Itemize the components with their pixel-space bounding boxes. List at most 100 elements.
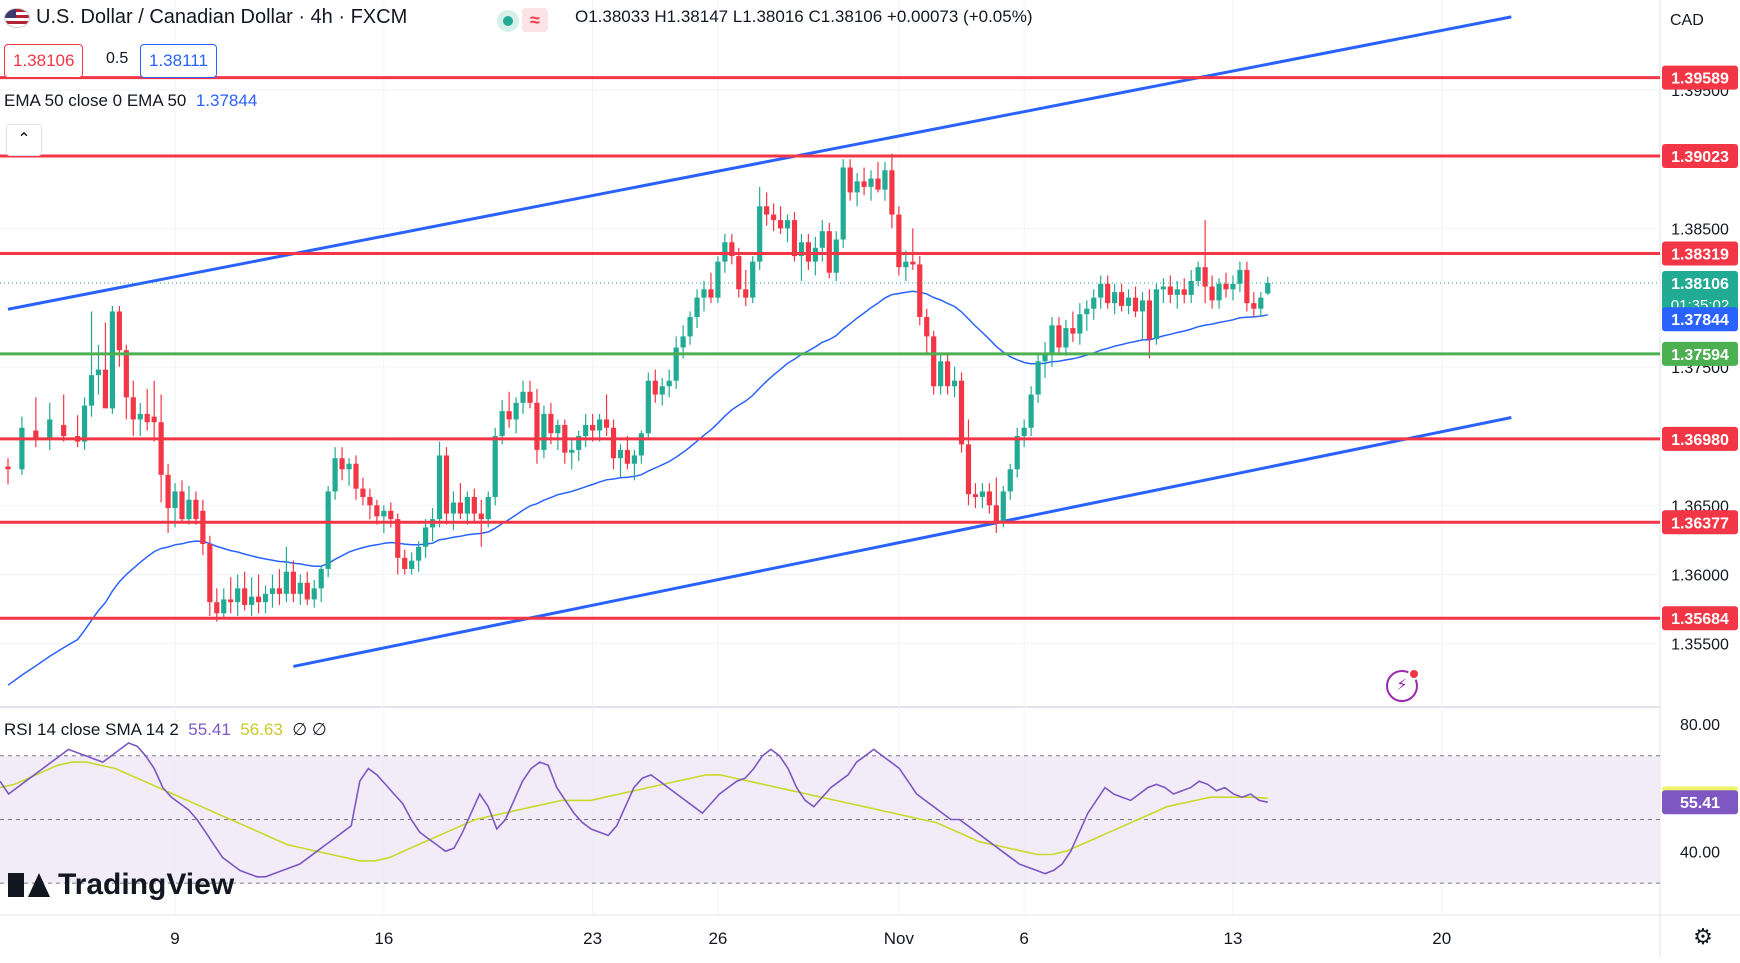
candle-body bbox=[207, 544, 213, 603]
candle-body bbox=[576, 436, 582, 450]
candle-body bbox=[617, 449, 624, 459]
candle-body bbox=[583, 424, 589, 437]
candle-body bbox=[972, 494, 979, 497]
candle-body bbox=[1223, 283, 1229, 290]
currency-selector[interactable]: CAD bbox=[1670, 12, 1704, 29]
candle-body bbox=[423, 527, 429, 547]
ema-legend[interactable]: EMA 50 close 0 EMA 50 1.37844 bbox=[4, 91, 257, 111]
candle-body bbox=[910, 261, 916, 265]
candle-body bbox=[541, 413, 547, 450]
candle-body bbox=[1035, 361, 1041, 395]
candle-body bbox=[1063, 328, 1069, 348]
candle-body bbox=[172, 491, 178, 509]
candle-body bbox=[931, 336, 937, 387]
candle-body bbox=[47, 419, 53, 439]
candle-body bbox=[193, 499, 199, 520]
candle-body bbox=[1000, 491, 1006, 522]
candle-body bbox=[1188, 281, 1194, 295]
market-open-icon[interactable] bbox=[497, 10, 519, 32]
candle-body bbox=[235, 588, 241, 603]
candle-body bbox=[896, 214, 902, 268]
rsi-axis-tick-label: 80.00 bbox=[1680, 717, 1720, 734]
candle-body bbox=[436, 455, 443, 520]
tradingview-logo-text: TradingView bbox=[58, 868, 235, 901]
candle-body bbox=[1167, 286, 1173, 295]
candle-body bbox=[367, 496, 373, 506]
ema-badge bbox=[1662, 307, 1738, 332]
candle-body bbox=[450, 502, 457, 514]
candle-body bbox=[771, 214, 777, 221]
candle-body bbox=[520, 391, 526, 403]
candle-body bbox=[590, 424, 596, 431]
candle-body bbox=[1153, 289, 1159, 340]
candle-body bbox=[262, 593, 269, 603]
trend-channel-upper bbox=[7, 15, 1512, 311]
candle-body bbox=[1014, 436, 1020, 470]
candle-body bbox=[1244, 269, 1250, 304]
sell-price-button[interactable]: 1.38106 bbox=[4, 44, 84, 78]
candle-body bbox=[276, 588, 283, 594]
candle-body bbox=[1105, 283, 1111, 304]
candle-body bbox=[457, 502, 463, 514]
candle-body bbox=[151, 416, 157, 423]
candle-body bbox=[826, 231, 832, 273]
candle-body bbox=[1132, 297, 1139, 312]
candle-body bbox=[555, 424, 561, 434]
ema-legend-label: EMA 50 close 0 EMA 50 bbox=[4, 91, 187, 110]
candle-body bbox=[1007, 469, 1013, 492]
candle-body bbox=[743, 289, 749, 298]
candle-body bbox=[548, 413, 554, 434]
ema-legend-value: 1.37844 bbox=[195, 91, 258, 110]
candle-body bbox=[868, 178, 874, 187]
candle-body bbox=[464, 496, 470, 514]
candle-body bbox=[666, 380, 672, 387]
price-axis-tick-label: 1.38500 bbox=[1671, 221, 1729, 238]
candle-body bbox=[610, 427, 617, 459]
candle-body bbox=[875, 178, 881, 190]
last-price-badge bbox=[1662, 270, 1738, 317]
buy-price-button[interactable]: 1.38111 bbox=[140, 44, 217, 78]
candle-body bbox=[332, 458, 338, 492]
rsi-band-fill bbox=[0, 755, 1660, 884]
candle-body bbox=[680, 336, 686, 348]
symbol-title[interactable]: U.S. Dollar / Canadian Dollar · 4h · FXC… bbox=[36, 6, 408, 28]
candle-body bbox=[1160, 286, 1166, 290]
candle-body bbox=[499, 411, 505, 437]
candle-body bbox=[1237, 269, 1243, 284]
candle-body bbox=[137, 413, 143, 420]
candle-body bbox=[228, 599, 234, 603]
level-badge-label: 1.37594 bbox=[1671, 347, 1729, 364]
candle-body bbox=[311, 588, 317, 600]
candle-body bbox=[645, 380, 651, 434]
chevron-up-icon[interactable]: ⌃ bbox=[6, 124, 42, 156]
candle-body bbox=[979, 491, 985, 497]
candle-body bbox=[631, 455, 637, 464]
candle-body bbox=[242, 588, 248, 605]
candle-body bbox=[360, 488, 366, 497]
wave-icon[interactable]: ≈ bbox=[522, 8, 548, 32]
candle-body bbox=[889, 170, 895, 215]
candle-body bbox=[485, 496, 491, 520]
candle-body bbox=[1125, 297, 1132, 306]
time-axis-tick-label: 13 bbox=[1223, 929, 1242, 948]
level-badge bbox=[1662, 144, 1738, 169]
lightning-icon[interactable]: ⚡ bbox=[1386, 668, 1420, 702]
candle-body bbox=[903, 261, 909, 268]
rsi-series-rsi bbox=[0, 742, 1268, 878]
candle-body bbox=[1119, 292, 1125, 306]
candle-body bbox=[249, 596, 255, 605]
candle-body bbox=[1174, 289, 1180, 295]
candle-body bbox=[88, 375, 95, 406]
candle-body bbox=[1258, 297, 1264, 309]
candle-body bbox=[186, 499, 192, 520]
tradingview-logo-mark bbox=[8, 873, 50, 897]
rsi-legend[interactable]: RSI 14 close SMA 14 2 55.41 56.63 ∅ ∅ bbox=[4, 720, 327, 740]
candle-body bbox=[19, 427, 25, 470]
gear-icon[interactable]: ⚙ bbox=[1693, 924, 1713, 949]
rsi-legend-extra: ∅ ∅ bbox=[292, 720, 327, 739]
candle-body bbox=[764, 206, 770, 215]
candle-body bbox=[1230, 283, 1236, 290]
candle-body bbox=[1070, 328, 1076, 334]
candle-body bbox=[569, 449, 575, 453]
